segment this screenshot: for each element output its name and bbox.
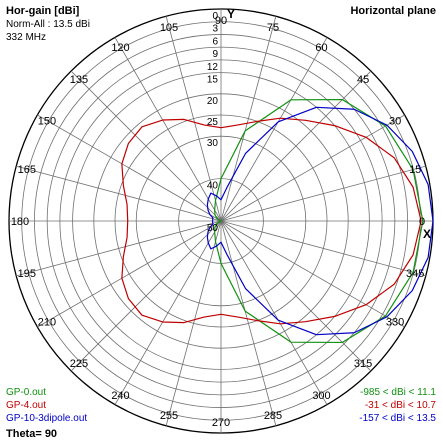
- angle-label: 150: [38, 116, 56, 128]
- axis-letter-y: Y: [227, 7, 235, 21]
- grid-spoke: [165, 220, 222, 426]
- grid-spoke: [220, 220, 277, 426]
- grid-spoke: [220, 70, 372, 222]
- series-trace-3: [206, 106, 434, 336]
- ring-label: 25: [207, 117, 219, 128]
- angle-label: 0: [419, 216, 425, 228]
- ring-label: 30: [207, 138, 219, 149]
- angle-label: 165: [18, 164, 36, 176]
- grid-spoke: [220, 114, 405, 222]
- grid-spoke: [16, 165, 222, 222]
- angle-label: 195: [18, 268, 36, 280]
- angle-label: 120: [111, 42, 129, 54]
- ring-label: 15: [207, 75, 219, 86]
- axis-letter-x: X: [423, 227, 431, 241]
- legend-series-name: GP-4.out: [6, 400, 46, 411]
- angle-label: 135: [70, 74, 88, 86]
- grid-spoke: [220, 37, 328, 222]
- angle-label: 255: [160, 410, 178, 422]
- ring-label: 50: [207, 223, 219, 234]
- grid-spoke: [37, 220, 222, 328]
- ring-label: 40: [207, 181, 219, 192]
- normalization-text: Norm-All : 13.5 dBi: [6, 19, 90, 30]
- angle-label: 30: [389, 116, 401, 128]
- grid-spoke: [16, 220, 222, 277]
- grid-spoke: [220, 16, 277, 222]
- angle-label: 270: [212, 417, 230, 429]
- ring-label: 0: [212, 11, 218, 22]
- series-trace-1: [214, 98, 424, 344]
- ring-label: 9: [212, 49, 218, 60]
- grid-spoke: [70, 70, 222, 222]
- grid-spoke: [220, 220, 328, 405]
- angle-label: 225: [70, 358, 88, 370]
- plane-label: Horizontal plane: [350, 5, 436, 17]
- legend-series-range: -157 < dBi < 13.5: [359, 413, 436, 424]
- angle-label: 105: [160, 22, 178, 34]
- angle-label: 60: [315, 42, 327, 54]
- pattern-series: [121, 98, 434, 344]
- series-trace-2: [121, 117, 422, 325]
- angle-label: 300: [312, 390, 330, 402]
- ring-label: 3: [212, 24, 218, 35]
- angle-label: 75: [267, 22, 279, 34]
- grid-spoke: [220, 165, 426, 222]
- theta-label: Theta= 90: [6, 428, 57, 440]
- grid-spoke: [114, 220, 222, 405]
- ring-label: 12: [207, 62, 219, 73]
- grid-spoke: [37, 114, 222, 222]
- angle-label: 330: [386, 317, 404, 329]
- grid-spoke: [220, 220, 405, 328]
- legend-series-name: GP-0.out: [6, 387, 46, 398]
- ring-label: 20: [207, 96, 219, 107]
- ring-label: 6: [212, 36, 218, 47]
- chart-labels: 0 36 9 12 15 20 25 30 40 50 0 15 30 45 60 75 90 105 120 135…: [6, 7, 436, 429]
- angle-label: 240: [111, 390, 129, 402]
- legend-series-name: GP-10-3dipole.out: [6, 413, 87, 424]
- angle-label: 285: [264, 410, 282, 422]
- legend-series-range: -985 < dBi < 11.1: [360, 387, 436, 398]
- grid-spoke: [220, 220, 372, 372]
- legend-series-range: -31 < dBi < 10.7: [365, 400, 437, 411]
- grid-spoke: [114, 37, 222, 222]
- angle-label: 45: [357, 74, 369, 86]
- chart-title: Hor-gain [dBi]: [6, 5, 80, 17]
- angle-label: 345: [406, 268, 424, 280]
- angle-label: 180: [11, 216, 29, 228]
- grid-spoke: [70, 220, 222, 372]
- polar-grid: [8, 8, 434, 434]
- angle-label: 90: [215, 15, 227, 27]
- grid-spoke: [220, 220, 426, 277]
- angle-label: 210: [38, 317, 56, 329]
- angle-label: 315: [354, 358, 372, 370]
- angle-label: 15: [409, 164, 421, 176]
- grid-spoke: [165, 16, 222, 222]
- frequency-text: 332 MHz: [6, 32, 46, 43]
